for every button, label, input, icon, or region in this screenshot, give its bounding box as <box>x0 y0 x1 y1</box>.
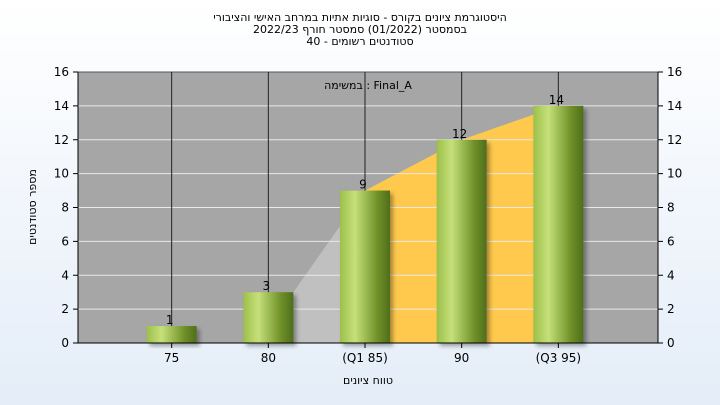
bar-4 <box>533 105 584 343</box>
y-tick-right-0: 0 <box>667 336 675 350</box>
y-tick-left-2: 4 <box>61 268 69 282</box>
chart-title-line-2: בסמסטר (01/2022) סמסטר חורף 2022/23 <box>253 23 467 36</box>
data-label-2: 9 <box>359 178 367 192</box>
y-tick-right-2: 4 <box>667 268 675 282</box>
bar-2 <box>340 190 390 343</box>
x-tick-0: 75 <box>164 351 179 365</box>
y-tick-left-6: 12 <box>54 133 69 147</box>
x-tick-2: (Q1 85) <box>342 351 388 365</box>
bar-3 <box>436 139 487 343</box>
y-tick-right-7: 14 <box>667 99 682 113</box>
y-tick-right-1: 2 <box>667 302 675 316</box>
data-label-3: 12 <box>452 127 467 141</box>
chart-title-line-3: סטודנטים רשומים - 40 <box>306 35 413 48</box>
x-axis-label: טווח ציונים <box>343 374 393 387</box>
data-label-1: 3 <box>263 279 271 293</box>
data-label-0: 1 <box>166 313 174 327</box>
data-label-4: 14 <box>549 93 564 107</box>
bars <box>146 105 584 343</box>
y-tick-left-7: 14 <box>54 99 69 113</box>
x-tick-3: 90 <box>454 351 469 365</box>
x-tick-4: (Q3 95) <box>536 351 582 365</box>
y-tick-left-0: 0 <box>61 336 69 350</box>
y-tick-right-5: 10 <box>667 167 682 181</box>
y-axis-label: מספר סטודנטים <box>26 169 39 245</box>
y-tick-left-4: 8 <box>61 201 69 215</box>
y-tick-right-8: 16 <box>667 65 682 79</box>
x-tick-1: 80 <box>261 351 276 365</box>
y-tick-left-1: 2 <box>61 302 69 316</box>
chart-title: היסטוגרמת ציונים בקורס - סוגיות אתיות במ… <box>213 11 507 48</box>
y-tick-left-3: 6 <box>61 234 69 248</box>
y-tick-left-8: 16 <box>54 65 69 79</box>
bar-1 <box>243 292 294 343</box>
y-tick-right-6: 12 <box>667 133 682 147</box>
y-tick-right-4: 8 <box>667 201 675 215</box>
y-tick-right-3: 6 <box>667 234 675 248</box>
chart-title-line-1: היסטוגרמת ציונים בקורס - סוגיות אתיות במ… <box>213 11 507 24</box>
chart-annotation: במשימה : Final_A <box>324 79 412 92</box>
y-tick-left-5: 10 <box>54 167 69 181</box>
data-labels: 1 3 9 12 14 <box>166 93 564 327</box>
bar-0 <box>146 326 197 343</box>
axes: 0 0 2 2 4 4 6 6 8 8 10 10 12 12 14 14 16 16 75 80 (Q1 85) 90 (… <box>54 65 683 365</box>
